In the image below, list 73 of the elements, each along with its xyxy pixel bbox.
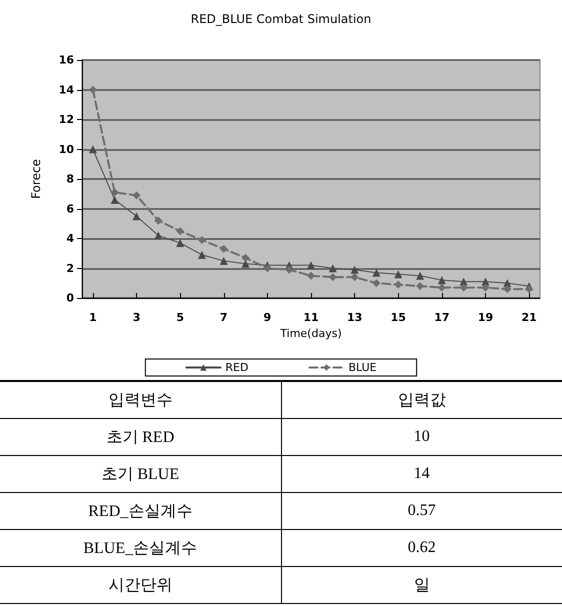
point (154, 216, 162, 225)
point (198, 250, 206, 259)
category-label: 초기 BLUE (101, 466, 180, 482)
legend-label: BLUE (348, 361, 377, 374)
x-tick-label: 19 (478, 311, 494, 324)
point (438, 276, 446, 284)
point (132, 191, 141, 200)
point (328, 273, 337, 282)
y-tick-label: 12 (58, 113, 74, 126)
y-tick-label: 10 (58, 142, 74, 156)
legend-label: RED (225, 361, 248, 374)
x-tick-label: 7 (220, 311, 228, 324)
point (132, 212, 141, 220)
y-axis-title: Forece (29, 159, 43, 199)
point (525, 285, 534, 294)
point (242, 254, 250, 262)
x-tick-label: 5 (176, 311, 184, 324)
point (176, 238, 184, 247)
y-tick-label: 16 (58, 54, 74, 66)
y-tick-label: 14 (58, 83, 74, 96)
x-tick-label: 17 (434, 311, 450, 324)
y-tick-label: 2 (66, 262, 74, 275)
point (350, 273, 359, 282)
point (307, 261, 315, 270)
x-tick-label: 21 (521, 311, 537, 324)
point (307, 272, 315, 280)
point (220, 244, 228, 253)
x-axis-title: Time(days) (279, 327, 342, 340)
point (394, 270, 402, 278)
text: 0.57 (408, 502, 436, 519)
point (350, 266, 359, 274)
point (394, 280, 402, 289)
point (460, 284, 468, 292)
point (263, 264, 272, 272)
category-label: 시간단위 (108, 576, 172, 594)
point (285, 266, 294, 274)
point (372, 279, 380, 288)
point (328, 264, 337, 272)
x-tick-label: 1 (89, 311, 97, 324)
point (438, 284, 446, 292)
category-label: 초기 RED (106, 428, 174, 446)
x-tick-label: 9 (264, 311, 272, 324)
point (110, 196, 119, 204)
point (88, 145, 97, 154)
point (198, 236, 206, 244)
text: 0.62 (408, 539, 436, 556)
text: 10 (414, 428, 430, 445)
x-tick-label: 15 (390, 311, 406, 324)
y-tick-label: 6 (66, 202, 74, 216)
point (481, 278, 490, 286)
x-tick-label: 13 (346, 311, 362, 324)
point (176, 227, 184, 236)
point (481, 284, 490, 292)
point (154, 232, 162, 240)
chart-title: RED_BLUE Combat Simulation (190, 12, 372, 26)
x-tick-label: 11 (303, 311, 319, 324)
text: 14 (414, 465, 430, 482)
point (416, 282, 424, 290)
y-tick-label: 0 (66, 292, 74, 304)
point (503, 285, 512, 294)
category-label: 입력변수 (0, 381, 281, 418)
text: 일 (414, 576, 430, 594)
point (416, 272, 424, 280)
point (88, 86, 97, 94)
point (220, 256, 228, 265)
x-tick-label: 3 (132, 311, 140, 324)
category-label: 입력값 (281, 381, 562, 418)
y-tick-label: 8 (66, 172, 74, 186)
category-label: BLUE_손실계수 (83, 540, 198, 556)
point (110, 188, 119, 196)
point (372, 268, 380, 277)
category-label: RED_손실계수 (88, 502, 192, 520)
y-tick-label: 4 (66, 232, 74, 245)
